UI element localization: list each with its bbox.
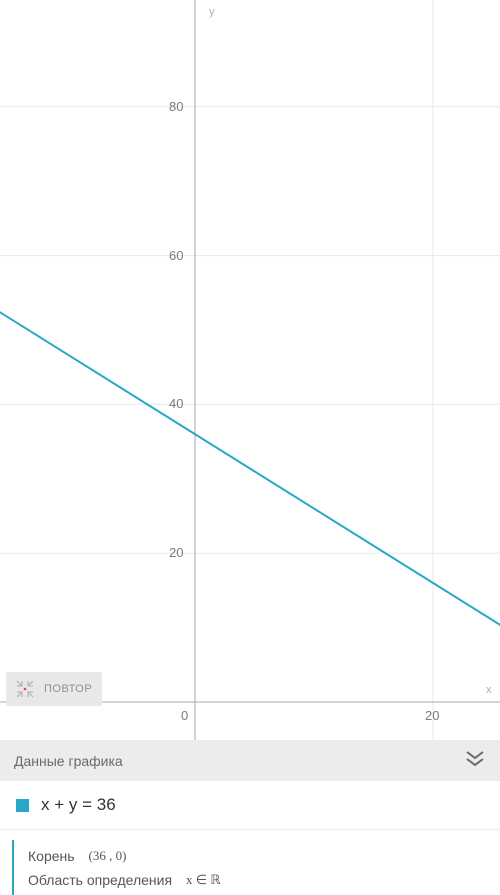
x-axis-label: x [486, 684, 492, 696]
detail-row-root: Корень (36 , 0) [28, 844, 488, 868]
chart-svg [0, 0, 500, 740]
equation-text: x + y = 36 [41, 795, 116, 815]
y-tick-label: 80 [169, 99, 183, 114]
reset-view-icon [14, 678, 36, 700]
chart-area[interactable]: ПОВТОР 0204020406080yx [0, 0, 500, 740]
y-tick-label: 60 [169, 248, 183, 263]
x-tick-label: 20 [425, 708, 439, 723]
graph-data-header[interactable]: Данные графика [0, 740, 500, 781]
y-axis-label: y [209, 6, 215, 18]
equation-details: Корень (36 , 0) Область определения x ∈ … [12, 840, 488, 895]
detail-label: Корень [28, 848, 75, 864]
collapse-icon[interactable] [464, 750, 486, 771]
detail-value: (36 , 0) [89, 848, 127, 864]
graph-data-panel: Данные графика x + y = 36 Корень (36 , 0… [0, 740, 500, 895]
reset-view-button[interactable]: ПОВТОР [6, 672, 102, 706]
graph-data-title: Данные графика [14, 753, 123, 769]
y-tick-label: 40 [169, 396, 183, 411]
y-tick-label: 20 [169, 545, 183, 560]
detail-label: Область определения [28, 872, 172, 888]
equation-row[interactable]: x + y = 36 [0, 781, 500, 830]
x-tick-label: 0 [181, 708, 188, 723]
reset-view-label: ПОВТОР [44, 683, 92, 695]
series-color-swatch [16, 799, 29, 812]
detail-row-domain: Область определения x ∈ ℝ [28, 868, 488, 892]
detail-value: x ∈ ℝ [186, 872, 221, 888]
